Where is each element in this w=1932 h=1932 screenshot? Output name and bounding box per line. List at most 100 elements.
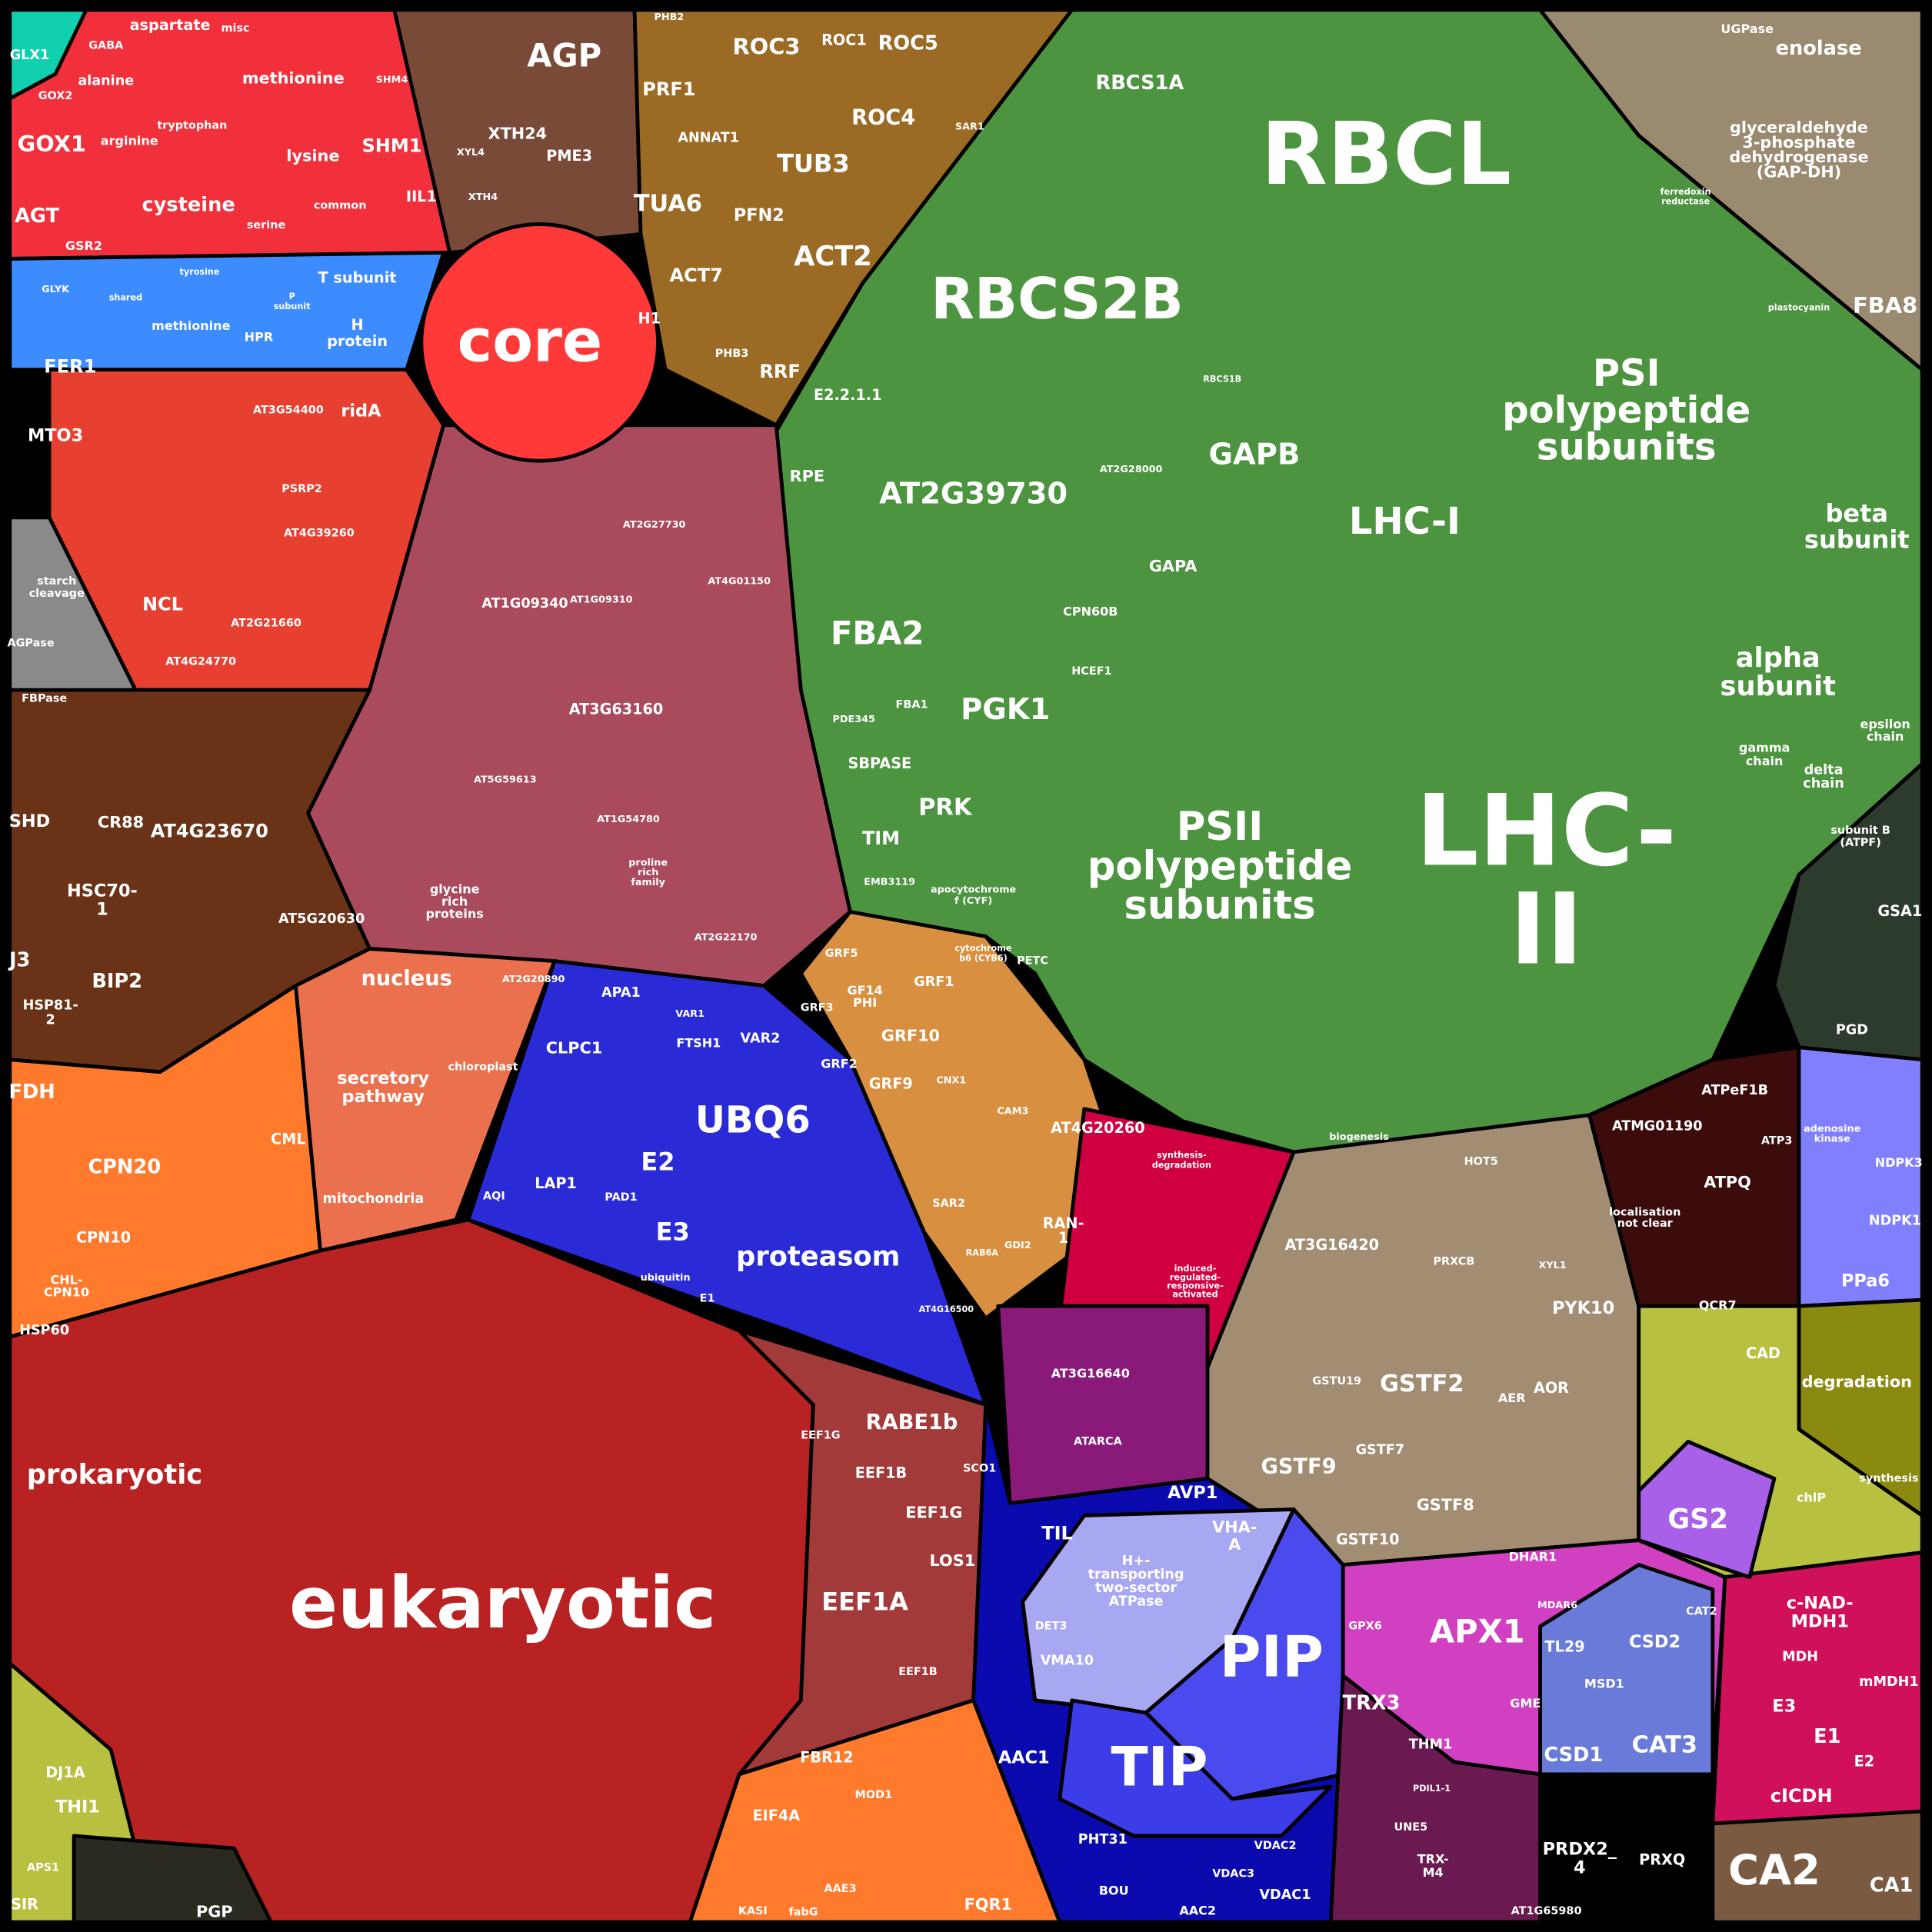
- label-at2g39730: AT2G39730: [879, 477, 1068, 511]
- label-rab6a: RAB6A: [966, 1247, 999, 1257]
- label-chloroplast: chloroplast: [448, 1061, 518, 1073]
- label-gstf7: GSTF7: [1356, 1443, 1404, 1458]
- label-gsr2: GSR2: [65, 238, 102, 253]
- label-prokaryotic: prokaryotic: [27, 1459, 202, 1491]
- region-core[interactable]: [419, 222, 660, 463]
- label-psrp2: PSRP2: [281, 483, 322, 495]
- label-synthesis-deg: synthesis-degradation: [1152, 1151, 1211, 1171]
- label-bou: BOU: [1099, 1884, 1129, 1898]
- label-pgd: PGD: [1836, 1022, 1868, 1038]
- label-prdx2: PRDX2_ 4: [1543, 1839, 1617, 1877]
- label-at2g22170: AT2G22170: [695, 932, 758, 944]
- region-orange-lipid[interactable]: [688, 1698, 1062, 1924]
- label-at3g54400: AT3G54400: [253, 404, 324, 416]
- label-fba2: FBA2: [831, 615, 924, 652]
- label-fbpase: FBPase: [22, 692, 67, 705]
- label-sir: SIR: [11, 1895, 38, 1913]
- label-chlcpn10: CHL-CPN10: [44, 1272, 89, 1299]
- label-core: core: [458, 308, 602, 376]
- label-chlp: chlP: [1797, 1491, 1826, 1505]
- label-rbcs1b: RBCS1B: [1203, 374, 1241, 384]
- label-ca2: CA2: [1728, 1845, 1820, 1894]
- label-alpha: alpha subunit: [1720, 642, 1837, 702]
- label-hsp60: HSP60: [19, 1323, 69, 1338]
- label-aer: AER: [1498, 1391, 1526, 1405]
- label-nucleus: nucleus: [361, 967, 452, 991]
- label-shm4: SHM4: [376, 75, 408, 86]
- region-purple[interactable]: [996, 1304, 1210, 1511]
- label-tryptophan: tryptophan: [157, 119, 227, 132]
- label-los1: LOS1: [930, 1551, 976, 1570]
- label-j3: J3: [8, 949, 30, 972]
- label-pme3: PME3: [546, 147, 592, 165]
- label-aae3: AAE3: [824, 1883, 857, 1895]
- label-phb3: PHB3: [715, 348, 749, 360]
- label-fer1: FER1: [44, 355, 96, 377]
- label-proteasom: proteasom: [736, 1241, 900, 1273]
- label-gox1: GOX1: [18, 131, 86, 157]
- region-nucleus[interactable]: [294, 947, 557, 1253]
- label-tim: TIM: [862, 828, 900, 849]
- label-gstf10: GSTF10: [1336, 1531, 1400, 1548]
- label-eef1g: EEF1G: [801, 1429, 840, 1441]
- label-h1: H1: [638, 309, 661, 327]
- labels: RBCL RBCS1A RBCS2B RBCS1B PSI polypeptide…: [7, 12, 1922, 1920]
- region-cell-wall[interactable]: [392, 8, 643, 255]
- region-redox-dark[interactable]: [1328, 1674, 1542, 1924]
- label-csd2: CSD2: [1629, 1632, 1681, 1652]
- label-tyrosine: tyrosine: [180, 267, 220, 277]
- label-at3g16640: AT3G16640: [1051, 1366, 1130, 1381]
- label-aps1: APS1: [27, 1862, 59, 1874]
- label-enolase: enolase: [1776, 37, 1862, 60]
- label-gaba: GABA: [88, 39, 124, 52]
- label-ugpase: UGPase: [1720, 22, 1774, 36]
- label-prf1: PRF1: [642, 78, 695, 100]
- label-grf3: GRF3: [801, 1001, 834, 1014]
- region-catalase[interactable]: [1538, 1563, 1715, 1777]
- region-glx1[interactable]: [8, 8, 88, 101]
- region-ca[interactable]: [1710, 1809, 1924, 1924]
- label-methionine: methionine: [242, 69, 345, 88]
- label-cysteine: cysteine: [142, 194, 235, 217]
- label-det3: DET3: [1035, 1621, 1068, 1633]
- label-fbr12: FBR12: [800, 1749, 853, 1767]
- region-glycolysis[interactable]: [1538, 8, 1924, 372]
- label-glycine: glycine rich proteins: [425, 881, 483, 921]
- label-beta: beta subunit: [1804, 499, 1910, 555]
- label-rabe1b: RABE1b: [866, 1411, 958, 1434]
- label-gapb: GAPB: [1208, 437, 1300, 471]
- label-e3: E3: [656, 1217, 690, 1247]
- label-cat3: CAT3: [1632, 1732, 1697, 1759]
- label-adenosine: adenosine kinase: [1804, 1123, 1860, 1144]
- label-sar2: SAR2: [932, 1198, 965, 1210]
- label-hcef1: HCEF1: [1071, 665, 1111, 678]
- region-pgp[interactable]: [72, 1834, 273, 1924]
- label-rida: ridA: [341, 401, 381, 421]
- label-gamma: gamma chain: [1739, 740, 1790, 768]
- label-gstf9: GSTF9: [1261, 1455, 1337, 1479]
- label-pyk10: PYK10: [1552, 1298, 1614, 1318]
- label-trx3: TRX3: [1343, 1692, 1401, 1715]
- label-pfn2: PFN2: [734, 205, 784, 225]
- region-nucleotide[interactable]: [1797, 1045, 1924, 1308]
- region-grf[interactable]: [798, 910, 1136, 1321]
- label-aac2: AAC2: [1179, 1903, 1216, 1917]
- label-thm1: THM1: [1409, 1737, 1453, 1752]
- label-at3g16420: AT3G16420: [1285, 1236, 1380, 1254]
- label-at1g09340: AT1G09340: [481, 596, 568, 611]
- label-epsilon: epsilon chain: [1860, 717, 1910, 744]
- region-tip[interactable]: [1058, 1698, 1333, 1838]
- label-cml: CML: [271, 1130, 305, 1148]
- label-localisation: localisation not clear: [1609, 1206, 1681, 1229]
- label-apocyt: apocytochrome f (CYF): [931, 884, 1017, 906]
- label-sar1: SAR1: [955, 122, 984, 133]
- label-gapdh: glyceraldehyde 3-phosphate dehydrogenase (G…: [1729, 118, 1868, 182]
- label-e3b: E3: [1772, 1696, 1796, 1716]
- region-proteasome[interactable]: [466, 959, 988, 1407]
- label-psi: PSI polypeptide subunits: [1502, 352, 1750, 469]
- label-shd: SHD: [9, 811, 51, 831]
- region-gs2[interactable]: [1637, 1439, 1777, 1580]
- label-starch: starch cleavage: [29, 575, 85, 600]
